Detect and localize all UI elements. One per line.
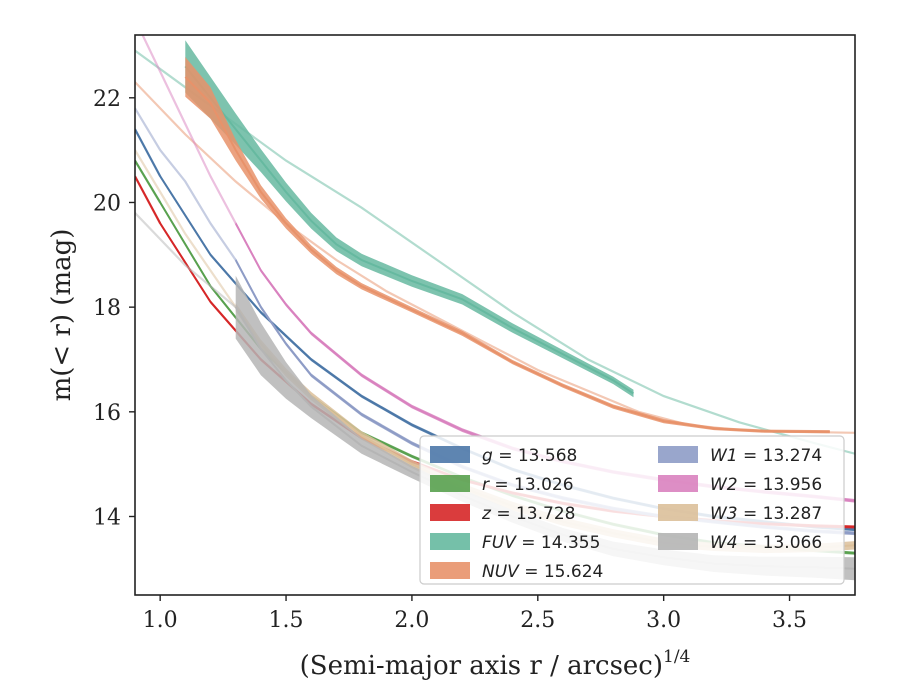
legend-label-fuv: FUV = 14.355 xyxy=(482,533,600,553)
legend-label-nuv: NUV = 15.624 xyxy=(482,562,603,582)
series-w1-extrapolated-line xyxy=(135,107,237,261)
series-fuv-line xyxy=(184,65,635,395)
series-nuv xyxy=(135,57,855,434)
legend-item-w4: W4 = 13.066 xyxy=(658,533,822,553)
y-tick-label: 20 xyxy=(93,191,121,216)
legend-swatch-w4 xyxy=(658,533,698,550)
legend-label-w4: W4 = 13.066 xyxy=(710,533,822,553)
legend-label-z: z = 13.728 xyxy=(481,504,575,524)
series-fuv xyxy=(135,40,855,455)
series-w4-extrapolated-line xyxy=(135,212,237,308)
legend-item-r: r = 13.026 xyxy=(430,475,574,495)
y-tick-label: 22 xyxy=(93,87,121,112)
y-axis-label: m(< r) (mag) xyxy=(47,229,77,402)
legend-swatch-r xyxy=(430,475,470,492)
legend-swatch-w3 xyxy=(658,504,698,521)
legend-item-z: z = 13.728 xyxy=(430,504,575,524)
legend-swatch-fuv xyxy=(430,533,470,550)
legend-label-w2: W2 = 13.956 xyxy=(710,475,822,495)
legend-label-r: r = 13.026 xyxy=(482,475,574,495)
series-nuv-line xyxy=(184,76,830,433)
x-axis-label-text: (Semi-major axis r / arcsec) xyxy=(300,651,663,681)
series-w2-extrapolated-line xyxy=(141,35,237,224)
legend-item-g: g = 13.568 xyxy=(430,446,577,466)
legend-label-g: g = 13.568 xyxy=(482,446,577,466)
x-axis-label: (Semi-major axis r / arcsec)1/4 xyxy=(300,647,691,681)
legend-item-nuv: NUV = 15.624 xyxy=(430,562,603,582)
legend-item-w2: W2 = 13.956 xyxy=(658,475,822,495)
x-axis-label-exponent: 1/4 xyxy=(663,647,690,667)
x-tick-label: 3.5 xyxy=(772,608,807,633)
tick-layer: 1.0 1.5 2.0 2.5 3.0 3.5 14 16 18 20 22 xyxy=(93,87,807,633)
y-tick-label: 16 xyxy=(93,401,121,426)
legend-swatch-z xyxy=(430,504,470,521)
legend-swatch-w2 xyxy=(658,475,698,492)
plot-frame xyxy=(134,34,856,596)
legend-swatch-w1 xyxy=(658,446,698,463)
legend: g = 13.568 r = 13.026 z = 13.728 FUV = 14.3… xyxy=(419,435,845,585)
legend-swatch-nuv xyxy=(430,562,470,579)
y-tick-label: 14 xyxy=(93,505,121,530)
legend-item-fuv: FUV = 14.355 xyxy=(430,533,600,553)
x-tick-label: 2.5 xyxy=(520,608,555,633)
x-tick-label: 2.0 xyxy=(394,608,429,633)
legend-items: g = 13.568 r = 13.026 z = 13.728 FUV = 14.3… xyxy=(430,446,822,582)
legend-label-w3: W3 = 13.287 xyxy=(710,504,822,524)
series-nuv-band xyxy=(185,57,830,434)
legend-swatch-g xyxy=(430,446,470,463)
legend-item-w1: W1 = 13.274 xyxy=(658,446,822,466)
legend-label-w1: W1 = 13.274 xyxy=(710,446,822,466)
x-tick-label: 3.0 xyxy=(646,608,681,633)
x-tick-label: 1.0 xyxy=(143,608,178,633)
x-tick-label: 1.5 xyxy=(269,608,304,633)
series-w3-extrapolated-line xyxy=(135,149,237,308)
legend-item-w3: W3 = 13.287 xyxy=(658,504,822,524)
y-tick-label: 18 xyxy=(93,296,121,321)
legend-box xyxy=(419,435,845,585)
